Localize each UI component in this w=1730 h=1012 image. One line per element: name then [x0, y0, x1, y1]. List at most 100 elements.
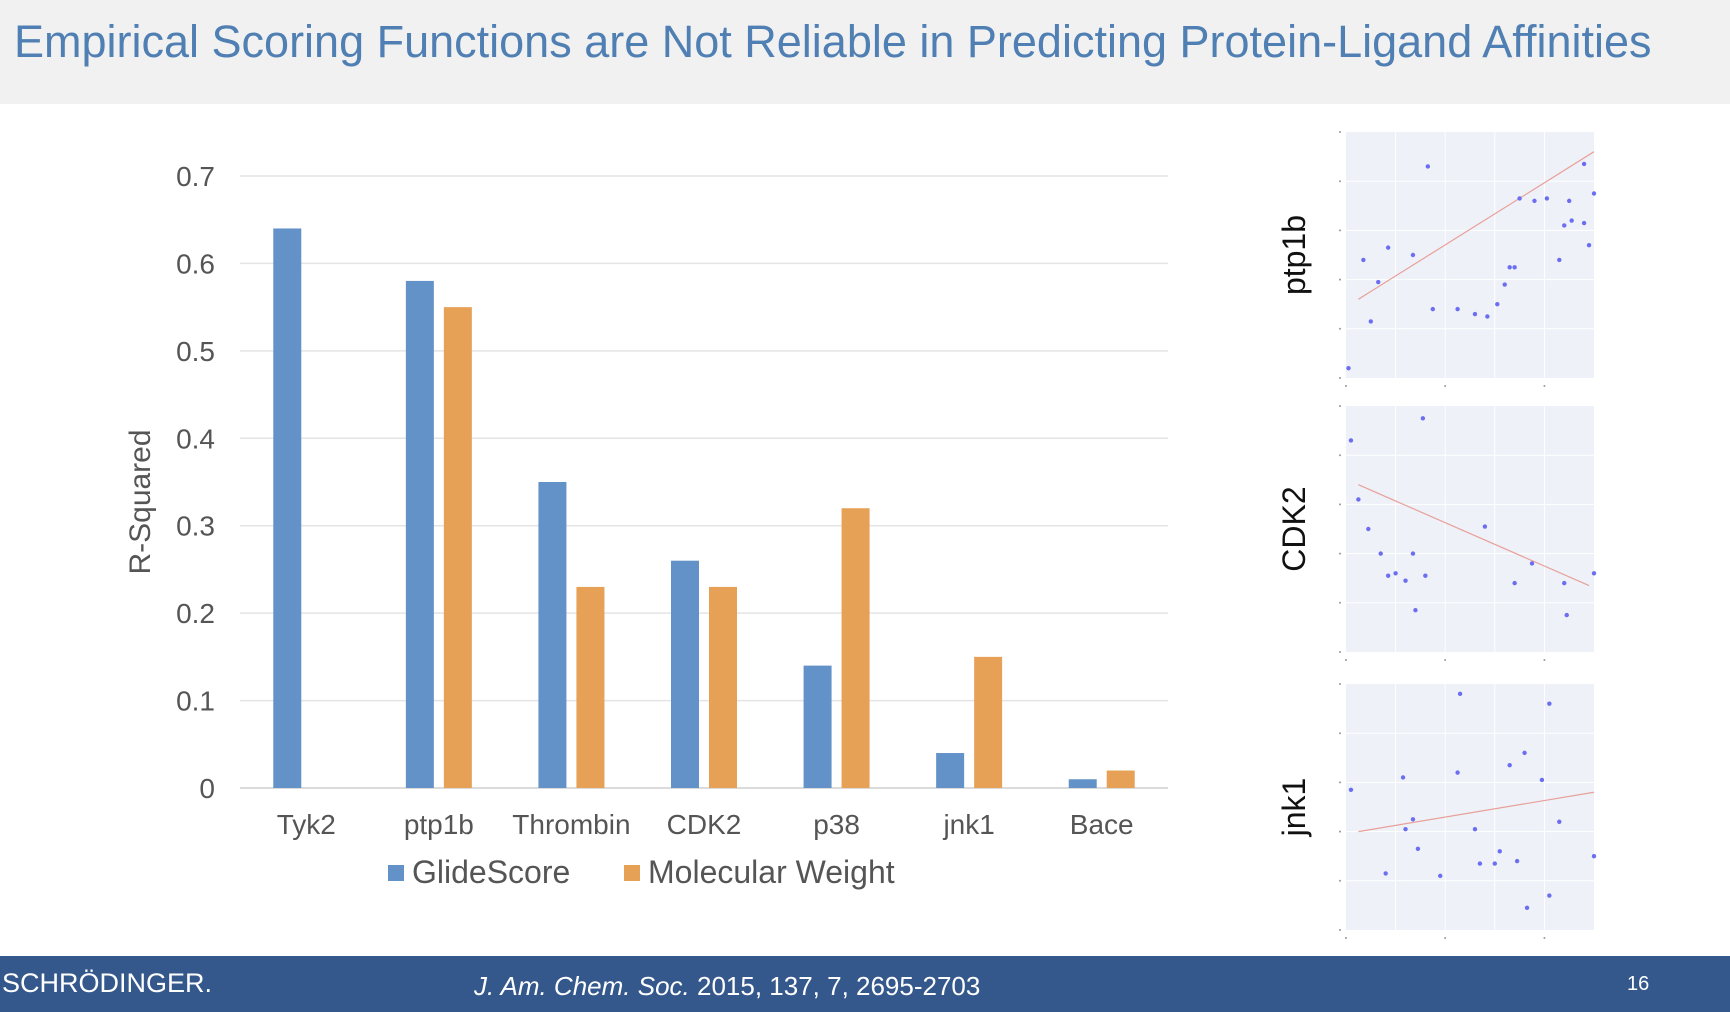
scatter-point — [1507, 265, 1512, 270]
scatter-background — [1346, 684, 1594, 930]
scatter-plot-jnk1 — [1339, 683, 1597, 939]
citation-journal: J. Am. Chem. Soc. — [474, 971, 690, 1001]
scatter-point — [1482, 524, 1488, 529]
scatter-tick — [1339, 327, 1341, 330]
bar-molecular-weight — [841, 508, 870, 788]
scatter-point — [1497, 849, 1502, 854]
scatter-point — [1455, 770, 1460, 775]
trend-line — [1358, 791, 1595, 833]
x-tick-label: jnk1 — [942, 809, 994, 840]
scatter-tick — [1444, 937, 1447, 939]
scatter-point — [1378, 551, 1383, 556]
bar-molecular-weight — [1106, 770, 1135, 788]
slide-header: Empirical Scoring Functions are Not Reli… — [0, 0, 1730, 104]
scatter-tick — [1339, 879, 1341, 882]
scatter-tick — [1345, 385, 1347, 387]
y-tick-label: 0.6 — [176, 248, 215, 279]
scatter-point — [1457, 691, 1463, 697]
scatter-label-ptp1b: ptp1b — [1276, 214, 1312, 296]
scatter-point — [1413, 607, 1418, 613]
bar-glidescore — [405, 280, 434, 788]
scatter-point — [1512, 265, 1517, 270]
scatter-point — [1492, 861, 1497, 866]
scatter-point — [1368, 319, 1373, 324]
scatter-point — [1502, 282, 1507, 287]
scatter-tick — [1339, 405, 1341, 407]
scatter-tick — [1339, 454, 1341, 457]
scatter-point — [1562, 223, 1567, 228]
scatter-tick — [1339, 503, 1341, 506]
y-tick-label: 0.7 — [176, 161, 215, 192]
scatter-point — [1403, 578, 1408, 583]
scatter-tick — [1345, 937, 1347, 939]
bar-glidescore — [1068, 779, 1097, 788]
scatter-tick — [1339, 651, 1341, 653]
scatter-point — [1562, 580, 1567, 586]
x-tick-label: Thrombin — [512, 809, 630, 840]
scatter-point — [1393, 571, 1398, 576]
scatter-label-cdk2: CDK2 — [1276, 486, 1312, 572]
scatter-point — [1581, 161, 1587, 167]
scatter-tick — [1339, 781, 1341, 784]
scatter-point — [1522, 750, 1527, 756]
scatter-tick — [1339, 830, 1341, 833]
scatter-tick — [1543, 659, 1546, 661]
scatter-tick — [1339, 131, 1341, 133]
trend-line — [1358, 484, 1590, 587]
scatter-point — [1423, 573, 1428, 578]
scatter-point — [1591, 571, 1597, 576]
scatter-point — [1361, 257, 1366, 263]
scatter-point — [1547, 701, 1552, 706]
scatter-point — [1356, 497, 1361, 502]
scatter-point — [1591, 191, 1597, 196]
scatter-tick — [1339, 229, 1341, 232]
scatter-point — [1524, 905, 1530, 911]
scatter-point — [1385, 573, 1391, 578]
scatter-tick — [1345, 659, 1347, 661]
x-tick-label: Tyk2 — [277, 809, 336, 840]
scatter-background — [1346, 406, 1594, 652]
scatter-label-jnk1: jnk1 — [1276, 777, 1312, 837]
scatter-background — [1346, 132, 1594, 378]
x-tick-label: p38 — [813, 809, 860, 840]
scatter-point — [1472, 826, 1478, 832]
y-tick-label: 0.1 — [176, 686, 215, 717]
scatter-point — [1420, 416, 1426, 421]
bar-molecular-weight — [443, 307, 472, 788]
y-tick-label: 0 — [199, 773, 215, 804]
scatter-point — [1512, 580, 1517, 586]
scatter-tick — [1339, 683, 1341, 685]
bar-molecular-weight — [709, 586, 737, 788]
trend-line — [1358, 151, 1595, 300]
scatter-point — [1410, 252, 1416, 258]
scatter-point — [1544, 196, 1550, 201]
bar-glidescore — [936, 753, 965, 788]
scatter-point — [1529, 561, 1535, 566]
y-tick-label: 0.2 — [176, 598, 215, 629]
legend-swatch — [624, 865, 640, 881]
scatter-point — [1557, 819, 1562, 824]
slide-title: Empirical Scoring Functions are Not Reli… — [14, 16, 1652, 67]
scatter-point — [1425, 164, 1431, 169]
scatter-point — [1346, 365, 1351, 371]
bar-glidescore — [273, 228, 302, 788]
y-tick-label: 0.5 — [176, 336, 215, 367]
scatter-point — [1348, 787, 1354, 792]
scatter-point — [1366, 526, 1371, 532]
scatter-point — [1403, 826, 1408, 832]
scatter-tick — [1339, 278, 1341, 281]
scatter-point — [1376, 279, 1381, 285]
scatter-plot-cdk2 — [1339, 405, 1597, 661]
scatter-point — [1532, 198, 1537, 204]
bar-molecular-weight — [576, 586, 605, 788]
scatter-point — [1586, 242, 1592, 248]
scatter-point — [1430, 306, 1435, 312]
scatter-point — [1517, 196, 1522, 201]
scatter-point — [1539, 777, 1545, 783]
bar-molecular-weight — [974, 656, 1003, 788]
scatter-point — [1410, 551, 1416, 556]
scatter-tick — [1339, 180, 1341, 183]
bar-glidescore — [803, 665, 832, 788]
scatter-tick — [1339, 732, 1341, 735]
scatter-point — [1400, 775, 1406, 780]
